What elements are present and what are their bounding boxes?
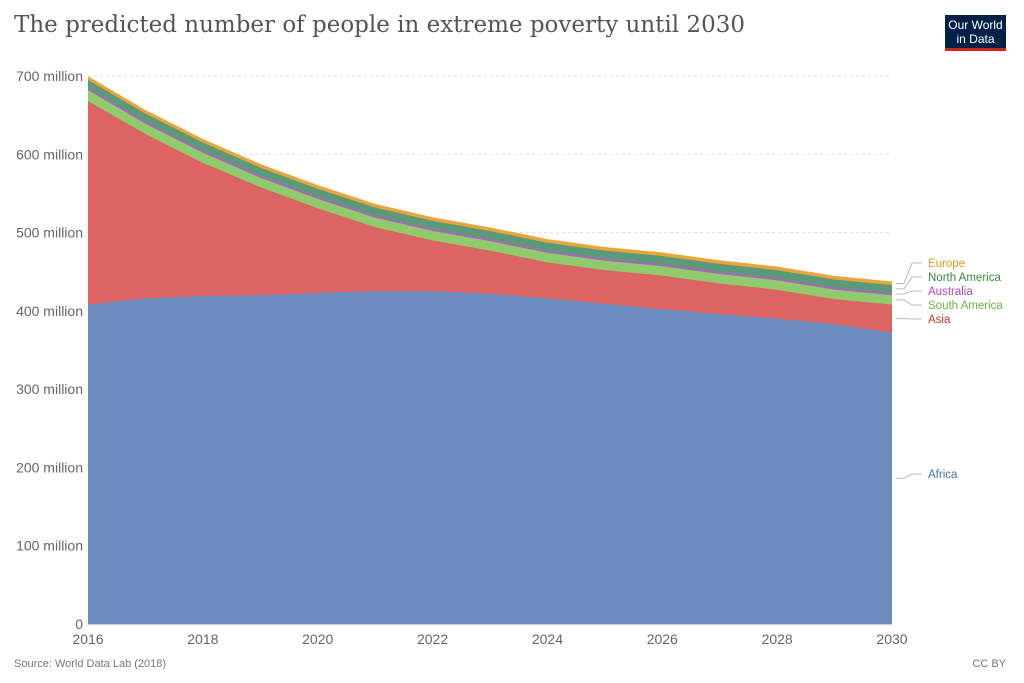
owid-logo[interactable]: Our World in Data xyxy=(945,15,1006,51)
y-tick-label: 600 million xyxy=(16,146,83,162)
legend-connector-africa xyxy=(896,473,922,479)
y-tick-label: 200 million xyxy=(16,459,83,475)
y-axis-ticks: 0 100 million 200 million 300 million 400 mi… xyxy=(16,68,83,632)
x-tick-label: 2026 xyxy=(647,631,678,647)
legend-connector-australia xyxy=(896,290,922,295)
area-africa[interactable] xyxy=(88,291,892,624)
area-edge-europe xyxy=(87,76,893,283)
logo-line-1: Our World xyxy=(948,18,1003,32)
legend-label-australia[interactable]: Australia xyxy=(928,286,973,298)
legend: Africa Asia South America Australia North Am… xyxy=(896,258,1003,481)
legend-label-europe[interactable]: Europe xyxy=(928,258,965,270)
y-tick-label: 500 million xyxy=(16,225,83,241)
y-tick-label: 400 million xyxy=(16,303,83,319)
x-tick-label: 2030 xyxy=(876,631,907,647)
x-tick-label: 2020 xyxy=(302,631,333,647)
area-asia[interactable] xyxy=(88,101,892,333)
x-tick-label: 2016 xyxy=(72,631,103,647)
y-tick-label: 0 xyxy=(75,616,83,632)
legend-connector-south-america xyxy=(896,299,922,306)
x-tick-label: 2022 xyxy=(417,631,448,647)
chart-title: The predicted number of people in extrem… xyxy=(14,12,745,38)
legend-label-north-america[interactable]: North America xyxy=(928,272,1001,284)
legend-label-africa[interactable]: Africa xyxy=(928,469,958,481)
x-tick-label: 2018 xyxy=(187,631,218,647)
logo-line-2: in Data xyxy=(956,32,995,46)
x-tick-label: 2028 xyxy=(762,631,793,647)
y-tick-label: 300 million xyxy=(16,381,83,397)
legend-label-asia[interactable]: Asia xyxy=(928,314,951,326)
area-series xyxy=(87,76,893,624)
x-tick-label: 2024 xyxy=(532,631,563,647)
y-tick-label: 700 million xyxy=(16,68,83,84)
legend-connector-north-america xyxy=(896,276,922,290)
license-note[interactable]: CC BY xyxy=(972,658,1006,670)
source-note: Source: World Data Lab (2018) xyxy=(14,658,167,670)
legend-connector-europe xyxy=(896,262,922,284)
legend-label-south-america[interactable]: South America xyxy=(928,300,1003,312)
y-tick-label: 100 million xyxy=(16,538,83,554)
x-axis-ticks: 2016 2018 2020 2022 2024 2026 2028 2030 xyxy=(72,631,907,647)
